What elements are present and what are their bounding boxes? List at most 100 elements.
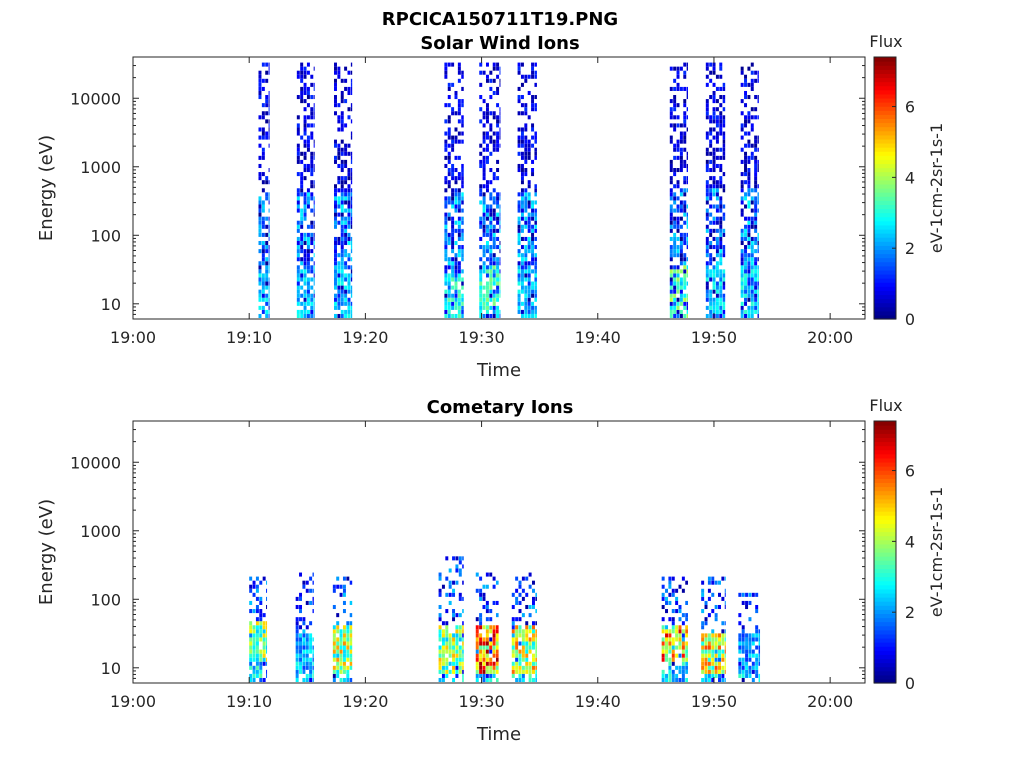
heatmap-cell — [747, 224, 751, 229]
heatmap-cell — [705, 99, 709, 104]
colorbar-segment — [874, 273, 896, 279]
heatmap-cell — [712, 301, 716, 306]
heatmap-cell — [337, 285, 341, 290]
heatmap-cell — [679, 240, 683, 246]
heatmap-cell — [524, 253, 528, 258]
heatmap-cell — [712, 163, 716, 168]
heatmap-cell — [534, 297, 537, 302]
heatmap-cell — [722, 107, 726, 112]
y-tick-label: 10000 — [70, 89, 121, 108]
heatmap-cell — [457, 103, 461, 108]
heatmap-cell — [747, 82, 751, 87]
heatmap-cell — [683, 273, 687, 278]
heatmap-cell — [306, 115, 310, 120]
heatmap-cell — [718, 645, 721, 650]
heatmap-cell — [303, 236, 307, 241]
heatmap-cell — [485, 228, 489, 233]
heatmap-cell — [482, 253, 486, 258]
heatmap-cell — [492, 200, 496, 205]
heatmap-cell — [511, 673, 515, 678]
heatmap-cell — [715, 216, 719, 221]
heatmap-cell — [517, 66, 521, 71]
heatmap-cell — [310, 196, 314, 201]
colorbar-segment — [874, 306, 896, 312]
heatmap-cell — [482, 224, 486, 229]
heatmap-cell — [754, 135, 758, 140]
heatmap-cell — [673, 297, 677, 302]
heatmap-cell — [534, 285, 537, 290]
heatmap-cell — [262, 621, 266, 626]
heatmap-cell — [302, 580, 306, 585]
heatmap-cell — [518, 669, 522, 674]
heatmap-cell — [458, 592, 462, 597]
heatmap-cell — [520, 224, 524, 229]
heatmap-cell — [337, 176, 341, 181]
heatmap-cell — [521, 613, 525, 618]
heatmap-cell — [454, 277, 458, 282]
heatmap-cell — [740, 200, 744, 205]
heatmap-cell — [261, 309, 265, 314]
heatmap-cell — [306, 192, 310, 197]
heatmap-cell — [534, 62, 537, 67]
heatmap-cell — [721, 576, 725, 581]
heatmap-cell — [722, 135, 726, 140]
heatmap-cell — [342, 600, 346, 605]
heatmap-cell — [342, 576, 346, 581]
heatmap-cell — [520, 95, 524, 100]
heatmap-cell — [665, 600, 669, 605]
heatmap-cell — [451, 200, 455, 205]
heatmap-cell — [704, 621, 708, 626]
heatmap-cell — [683, 220, 687, 225]
heatmap-cell — [705, 135, 709, 140]
heatmap-cell — [744, 297, 748, 302]
heatmap-cell — [349, 677, 353, 683]
heatmap-cell — [344, 253, 348, 258]
heatmap-cell — [342, 609, 346, 614]
colorbar-segment — [874, 216, 896, 222]
heatmap-cell — [258, 78, 262, 83]
heatmap-cell — [255, 661, 259, 666]
heatmap-cell — [683, 208, 687, 213]
colorbar-segment — [874, 122, 896, 128]
heatmap-cell — [750, 240, 754, 246]
heatmap-cell — [299, 604, 303, 610]
heatmap-cell — [296, 127, 300, 132]
heatmap-cell — [444, 245, 448, 250]
heatmap-cell — [520, 216, 524, 221]
heatmap-cell — [709, 119, 713, 124]
heatmap-cell — [452, 592, 456, 597]
heatmap-cell — [299, 649, 303, 654]
heatmap-cell — [457, 301, 461, 306]
heatmap-cell — [754, 216, 758, 221]
heatmap-cell — [266, 629, 268, 634]
heatmap-cell — [306, 123, 310, 128]
heatmap-cell — [332, 629, 336, 634]
heatmap-cell — [306, 293, 310, 298]
heatmap-cell — [518, 625, 522, 630]
heatmap-cell — [313, 313, 315, 319]
heatmap-cell — [515, 641, 519, 646]
heatmap-cell — [313, 168, 315, 173]
heatmap-cell — [262, 657, 266, 662]
heatmap-cell — [268, 245, 270, 250]
heatmap-cell — [302, 669, 306, 674]
heatmap-cell — [669, 245, 673, 250]
heatmap-cell — [751, 669, 755, 674]
heatmap-cell — [686, 127, 688, 132]
heatmap-cell — [517, 200, 521, 205]
heatmap-cell — [479, 70, 483, 75]
heatmap-cell — [344, 228, 348, 233]
heatmap-cell — [686, 115, 688, 120]
heatmap-cell — [676, 70, 680, 75]
heatmap-cell — [296, 257, 300, 262]
heatmap-cell — [721, 637, 725, 642]
heatmap-cell — [457, 273, 461, 278]
heatmap-cell — [306, 289, 310, 294]
heatmap-cell — [683, 123, 687, 128]
x-axis: 19:00 19:10 19:20 19:30 19:40 19:50 20:00 — [110, 57, 853, 347]
heatmap-cell — [350, 224, 353, 229]
heatmap-cell — [757, 196, 759, 201]
heatmap-cell — [455, 649, 459, 654]
heatmap-cell — [258, 297, 262, 302]
heatmap-cell — [517, 99, 521, 104]
